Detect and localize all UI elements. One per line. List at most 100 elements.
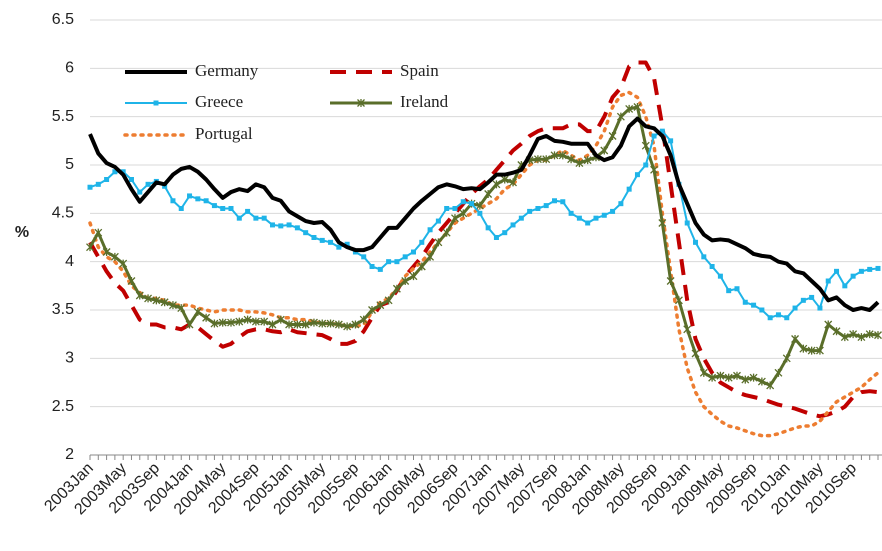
legend-label: Portugal [195,124,253,143]
y-tick-label: 6 [65,60,74,77]
marker [286,222,292,228]
marker [318,319,327,328]
marker [832,327,841,336]
marker [376,301,385,310]
marker [734,286,740,292]
marker [733,371,741,380]
marker [875,265,881,271]
marker [701,254,707,260]
marker [716,371,725,380]
y-tick-label: 2.5 [52,398,74,415]
marker [807,346,816,355]
marker [857,333,866,342]
y-tick-label: 5.5 [52,108,74,125]
marker [112,169,118,175]
y-tick-label: 3.5 [52,301,74,318]
marker [668,138,674,144]
marker [500,175,509,184]
marker [384,296,393,305]
marker [426,252,435,261]
marker [634,172,640,178]
marker [110,252,119,261]
marker [402,254,408,260]
marker [550,151,559,160]
marker [749,373,758,382]
marker [874,331,882,340]
marker [775,312,781,318]
marker [410,249,416,255]
marker [144,294,153,303]
marker [451,214,459,223]
marker [392,284,401,293]
marker [444,206,450,211]
marker [576,215,582,221]
marker [625,104,634,113]
marker [840,333,849,342]
marker [193,307,202,316]
marker [311,235,317,240]
marker [294,225,300,231]
marker [227,318,235,327]
marker [533,155,542,164]
marker [469,201,475,207]
marker [742,299,748,305]
marker [717,273,723,279]
marker [278,223,284,229]
marker [253,215,259,221]
marker [401,277,410,285]
marker [94,228,103,237]
marker [195,196,201,202]
marker [726,288,732,294]
marker [203,198,209,204]
marker [168,301,177,310]
series-line [88,116,880,312]
marker [842,283,848,289]
marker [784,315,790,321]
marker [610,208,616,214]
marker [552,198,558,204]
marker [626,186,632,192]
marker [666,277,675,285]
marker [419,239,425,245]
marker [567,155,576,164]
marker [185,320,194,329]
marker [849,330,858,339]
marker [791,335,800,343]
marker [220,206,226,211]
marker [261,215,267,221]
marker [593,215,599,221]
marker [301,320,310,329]
marker [434,238,443,247]
marker [268,320,277,329]
marker [608,132,617,140]
marker [502,230,508,236]
marker [228,206,234,211]
y-tick-label: 6.5 [52,11,74,28]
marker [357,99,365,107]
marker [724,373,733,382]
marker [585,220,591,226]
marker [485,225,491,231]
marker [303,230,309,236]
marker [86,243,94,252]
marker [293,320,302,329]
marker [616,112,625,121]
marker [850,273,856,279]
marker [119,259,128,268]
marker [600,146,609,155]
marker [858,268,864,274]
marker [493,235,499,240]
marker [792,305,798,311]
marker [326,319,335,328]
marker [782,354,791,363]
marker [269,222,275,228]
marker [178,206,184,211]
y-tick-label: 5 [65,156,74,173]
marker [251,317,260,326]
marker [285,320,294,329]
marker [527,208,533,214]
marker [834,268,840,274]
marker [817,305,823,311]
marker [202,313,211,322]
